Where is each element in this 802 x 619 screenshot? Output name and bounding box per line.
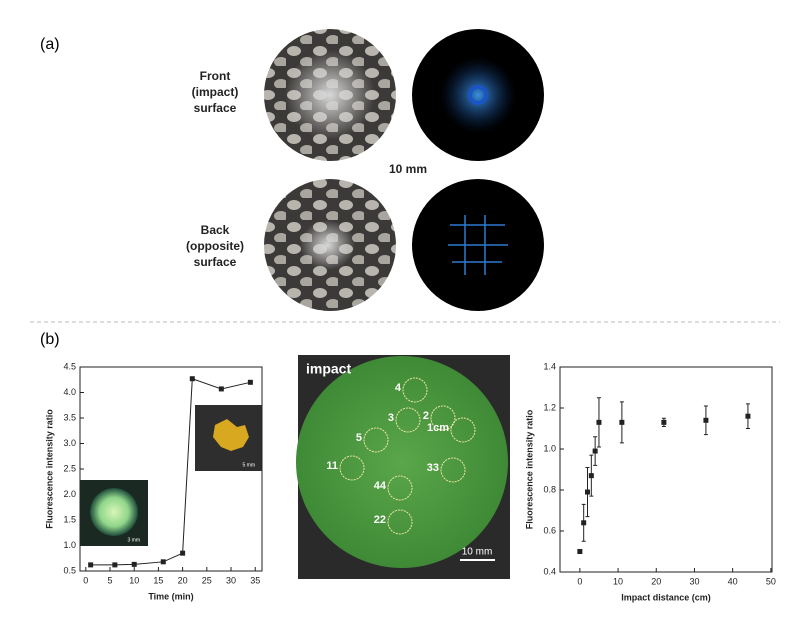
scale-label: 3 mm	[128, 537, 141, 543]
plot-frame	[559, 366, 773, 573]
spot	[402, 377, 428, 403]
photo-detail	[468, 85, 488, 105]
spot	[440, 457, 466, 483]
marker	[592, 448, 598, 454]
panel-label: (b)	[40, 331, 60, 348]
photo-detail	[448, 215, 508, 275]
chart: 0 10 20 30 40 50 0.4 0.6 0.8 1.0 1.2 1.4 Impact dist…	[524, 361, 775, 602]
x-tick-label: 0	[577, 576, 582, 586]
spot	[363, 427, 389, 453]
y-axis-title: Fluorescence intensity ratio	[44, 409, 54, 529]
y-tick-label: 3.0	[63, 438, 76, 448]
x-tick-label: 30	[226, 575, 236, 585]
marker	[131, 561, 137, 567]
photo-detail	[285, 50, 375, 140]
spot-label: 1cm	[427, 422, 449, 434]
marker	[218, 386, 224, 392]
marker	[703, 417, 709, 423]
label: (opposite)	[186, 239, 244, 253]
marker	[585, 489, 591, 495]
spot-label: 22	[374, 514, 386, 526]
data-line	[90, 378, 251, 566]
label: (impact)	[192, 85, 239, 99]
x-tick-label: 5	[108, 575, 113, 585]
inset-detail	[90, 488, 138, 536]
label: surface	[194, 101, 237, 115]
y-tick-label: 1.0	[543, 443, 556, 453]
x-tick-label: 15	[153, 575, 163, 585]
spot	[387, 509, 413, 535]
scale-label: 10 mm	[462, 547, 493, 558]
spot-label: 11	[326, 460, 338, 472]
marker	[189, 376, 195, 382]
marker	[581, 520, 587, 526]
spot-label: 44	[374, 480, 387, 492]
y-tick-label: 0.5	[63, 565, 76, 575]
y-tick-label: 4.0	[63, 387, 76, 397]
spot	[450, 417, 476, 443]
x-axis-title: Impact distance (cm)	[621, 592, 711, 602]
label: Back	[201, 223, 230, 237]
x-tick-label: 0	[83, 575, 88, 585]
x-tick-label: 40	[728, 576, 738, 586]
marker	[88, 562, 94, 568]
x-tick-label: 20	[178, 575, 188, 585]
y-tick-label: 0.6	[543, 525, 556, 535]
y-tick-label: 1.0	[63, 540, 76, 550]
y-tick-label: 2.5	[63, 463, 76, 473]
y-tick-label: 1.2	[543, 402, 556, 412]
marker	[247, 379, 253, 385]
marker	[661, 419, 667, 425]
marker	[588, 473, 594, 479]
y-tick-label: 4.5	[63, 361, 76, 371]
scale-label: 10 mm	[389, 162, 427, 176]
spot-label: 5	[356, 432, 362, 444]
x-tick-label: 50	[766, 576, 776, 586]
y-tick-label: 2.0	[63, 489, 76, 499]
x-tick-label: 10	[129, 575, 139, 585]
x-tick-label: 10	[613, 576, 623, 586]
chart: 0 5 10 15 20 25 30 35 0.5 1.0 1.5 2.0 2.5 3.0 3.5 4.0 4.…	[44, 361, 263, 601]
photo-detail	[300, 220, 355, 270]
y-axis-title: Fluorescence intensity ratio	[524, 409, 534, 529]
spot-label: 33	[427, 462, 439, 474]
marker	[596, 419, 602, 425]
y-tick-label: 1.5	[63, 514, 76, 524]
x-tick-label: 25	[202, 575, 212, 585]
label: Front	[200, 69, 231, 83]
marker	[577, 549, 583, 554]
x-tick-label: 30	[689, 576, 699, 586]
spot	[430, 405, 456, 431]
marker	[745, 413, 751, 419]
photo-detail	[440, 57, 516, 133]
y-tick-label: 0.4	[543, 566, 556, 576]
y-tick-label: 3.5	[63, 412, 76, 422]
spot	[395, 407, 421, 433]
marker	[112, 562, 118, 568]
marker	[180, 550, 186, 556]
marker	[619, 419, 625, 425]
x-tick-label: 20	[651, 576, 661, 586]
y-tick-label: 1.4	[543, 361, 556, 371]
panel-label: (a)	[40, 36, 60, 53]
inset-detail	[213, 419, 249, 451]
spot	[339, 455, 365, 481]
label: surface	[194, 255, 237, 269]
y-tick-label: 0.8	[543, 484, 556, 494]
marker	[160, 559, 166, 565]
x-axis-title: Time (min)	[148, 591, 193, 601]
spot-label: 3	[388, 412, 394, 424]
photo-title: impact	[306, 361, 351, 377]
photo-detail	[296, 356, 508, 568]
scale-label: 5 mm	[243, 462, 256, 468]
spot-label: 4	[395, 382, 402, 394]
spot	[387, 475, 413, 501]
x-tick-label: 35	[250, 575, 260, 585]
spot-label: 2	[423, 410, 429, 422]
